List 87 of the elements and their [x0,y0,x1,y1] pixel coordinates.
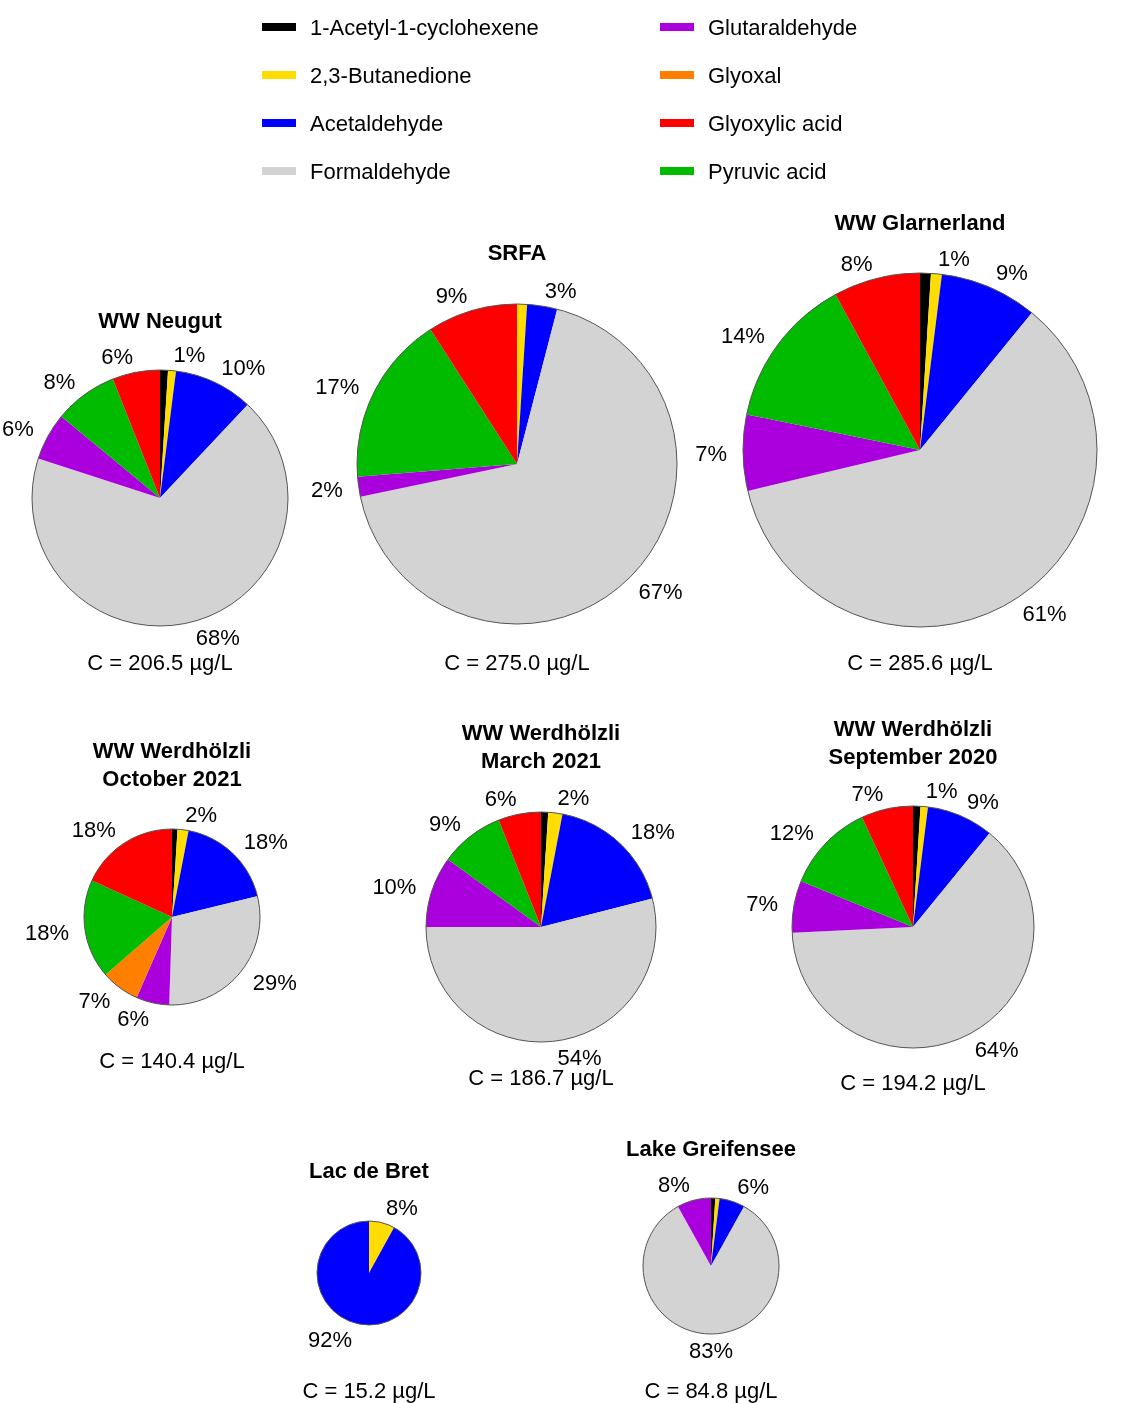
pie-slice [357,464,517,497]
pie-slice [677,1198,711,1266]
data-label: 17% [315,373,360,399]
pie-slice [369,1221,395,1273]
data-label: 2% [557,784,590,810]
data-label: 18% [25,919,70,945]
chart-title: WW Werdhölzli [92,738,252,763]
text: C = 15.2 µg/L [302,1378,436,1403]
chart-title: Lake Greifensee [626,1136,796,1161]
data-label: 10% [221,355,266,381]
data-label: 12% [769,820,814,846]
data-label: 61% [1022,601,1067,627]
data-label: 29% [252,970,297,996]
text: WW Neugut [98,308,223,333]
pie-slice [357,329,517,477]
pie-slice [835,273,920,450]
data-label: 6% [484,786,517,812]
pie-slice [32,404,288,626]
data-label: 18% [630,819,675,845]
data-label: 10% [372,874,417,900]
legend-label: Glyoxal [708,62,782,88]
pie-slice [498,812,541,927]
pie-slice [743,414,920,491]
legend-label: Glutaraldehyde [708,14,858,40]
pie-slice [172,829,189,917]
data-label: 92% [308,1326,353,1352]
text: C = 285.6 µg/L [847,650,993,675]
data-label: 9% [435,282,468,308]
data-label: 1% [925,778,958,804]
data-label: 7% [695,440,728,466]
data-label: 6% [737,1173,770,1199]
data-label: 6% [101,344,134,370]
data-label: 67% [638,579,683,605]
pie-slice [426,898,656,1042]
legend-label: Formaldehyde [310,158,451,184]
data-label: 8% [658,1172,690,1198]
pie-slice [792,881,913,933]
data-label: 68% [195,625,240,651]
legend-label: Acetaldehyde [310,110,444,136]
data-label: 64% [974,1037,1019,1063]
data-label: 7% [78,988,111,1014]
pie-slice [861,806,913,927]
data-label: 14% [720,322,765,348]
legend-label: 2,3-Butanedione [310,62,472,88]
text: C = 206.5 µg/L [87,650,233,675]
data-label: 7% [746,891,778,917]
data-label: 8% [43,369,76,395]
data-label: 18% [243,829,288,855]
pie-slice [711,1198,745,1266]
data-label: 6% [117,1006,150,1032]
pie-slice [38,416,160,498]
pie-slice [541,812,563,927]
chart-subtitle: October 2021 [102,766,242,791]
chart-title: WW Werdhölzli [833,716,993,741]
data-label: 9% [966,788,999,814]
data-label: 1% [937,245,970,271]
chart-title: Lac de Bret [309,1158,430,1183]
data-label: 9% [995,260,1028,286]
data-label: 83% [688,1337,734,1363]
text: C = 84.8 µg/L [644,1378,778,1403]
chart-subtitle: March 2021 [481,748,601,773]
data-label: 2% [185,801,217,827]
data-label: 3% [544,277,577,303]
pie-slice [84,880,172,975]
chart-title: WW Glarnerland [834,210,1006,235]
text: C = 275.0 µg/L [444,650,590,675]
text: C = 140.4 µg/L [99,1048,245,1073]
pie-slice [136,917,172,1005]
data-label: 1% [173,342,206,368]
chart-title: SRFA [487,240,547,265]
pie-slice [517,304,558,464]
chart-subtitle: September 2020 [828,744,998,769]
legend-label: Glyoxylic acid [708,110,843,136]
data-label: 7% [851,780,884,806]
data-label: 9% [428,811,461,837]
data-label: 2% [310,476,343,502]
legend-label: 1-Acetyl-1-cyclohexene [310,14,539,40]
chart-title: WW Werdhölzli [461,720,621,745]
pie-slice [430,304,517,464]
data-label: 6% [2,416,34,442]
text: C = 194.2 µg/L [840,1070,986,1095]
pie-slice [112,370,160,498]
legend-label: Pyruvic acid [708,158,827,184]
pie-slice [426,859,541,927]
data-label: 18% [71,817,116,843]
data-label: 8% [385,1194,418,1220]
data-label: 8% [840,250,873,276]
